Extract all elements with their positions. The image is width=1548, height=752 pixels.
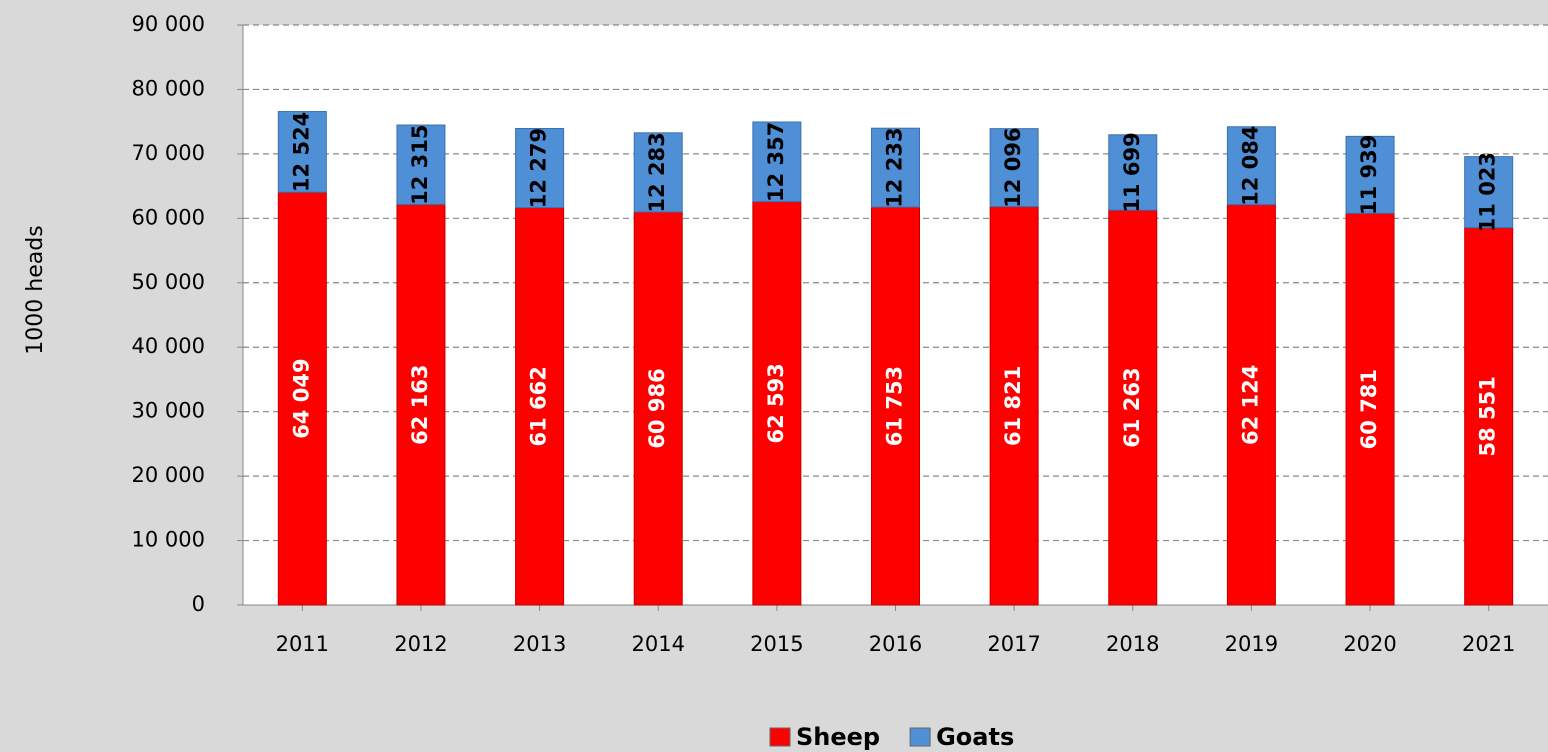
bar-segment [633, 132, 683, 213]
x-tick-label: 2019 [1225, 632, 1278, 656]
bar-segment [989, 128, 1039, 208]
bar-segment [1226, 204, 1276, 606]
x-tick-label: 2015 [750, 632, 803, 656]
y-tick-label: 50 000 [132, 270, 205, 294]
data-label: 12 096 [1001, 127, 1025, 207]
x-tick-label: 2021 [1462, 632, 1515, 656]
bar-segment [396, 203, 446, 606]
bar-segment [1464, 156, 1514, 229]
bar-segment [515, 127, 565, 209]
x-tick-label: 2013 [513, 632, 566, 656]
bar-segment [396, 124, 446, 205]
x-tick-label: 2016 [869, 632, 922, 656]
data-label: 12 084 [1238, 126, 1262, 206]
x-tick-label: 2014 [632, 632, 685, 656]
y-tick-label: 30 000 [132, 399, 205, 423]
bar-segment [277, 111, 327, 193]
data-label: 11 699 [1120, 132, 1144, 212]
bar-segment [1345, 212, 1395, 606]
data-label: 12 315 [408, 125, 432, 205]
y-tick-label: 20 000 [132, 463, 205, 487]
bar-segment [871, 127, 920, 208]
y-tick-label: 60 000 [132, 205, 205, 229]
legend-swatch [769, 727, 791, 747]
data-label: 64 049 [289, 358, 313, 438]
data-label: 11 023 [1476, 152, 1500, 232]
bar-segment [752, 121, 802, 203]
y-tick-label: 80 000 [132, 76, 205, 100]
data-label: 11 939 [1357, 135, 1381, 215]
x-tick-label: 2017 [987, 632, 1040, 656]
y-tick-label: 0 [192, 592, 205, 616]
data-label: 62 593 [764, 363, 788, 443]
y-axis-label: 1000 heads [23, 225, 48, 354]
data-label: 62 124 [1238, 365, 1262, 445]
y-tick-label: 40 000 [132, 334, 205, 358]
bar-segment [515, 207, 565, 606]
x-tick-label: 2020 [1343, 632, 1396, 656]
bar-segment [1345, 135, 1395, 214]
bar-segment [752, 201, 802, 606]
data-label: 12 233 [883, 127, 907, 207]
data-label: 12 279 [527, 128, 551, 208]
y-tick-label: 90 000 [132, 12, 205, 36]
data-label: 61 263 [1120, 367, 1144, 447]
data-label: 60 781 [1357, 369, 1381, 449]
data-label: 61 662 [527, 366, 551, 446]
bar-segment [1108, 134, 1158, 211]
x-tick-label: 2011 [276, 632, 329, 656]
data-label: 58 551 [1476, 376, 1500, 456]
legend-swatch [909, 727, 931, 747]
y-tick-label: 70 000 [132, 141, 205, 165]
data-label: 12 357 [764, 122, 788, 202]
data-label: 61 753 [883, 366, 907, 446]
bar-segment [1226, 126, 1276, 206]
bar-segment [633, 211, 683, 606]
legend-label: Sheep [796, 723, 880, 751]
data-label: 12 283 [645, 132, 669, 212]
x-tick-label: 2012 [394, 632, 447, 656]
bar-segment [989, 206, 1039, 606]
data-label: 12 524 [289, 112, 313, 192]
y-tick-label: 10 000 [132, 528, 205, 552]
x-tick-label: 2018 [1106, 632, 1159, 656]
data-label: 62 163 [408, 365, 432, 445]
data-label: 61 821 [1001, 366, 1025, 446]
bar-segment [1108, 209, 1158, 606]
data-label: 60 986 [645, 368, 669, 448]
legend-label: Goats [936, 723, 1014, 751]
